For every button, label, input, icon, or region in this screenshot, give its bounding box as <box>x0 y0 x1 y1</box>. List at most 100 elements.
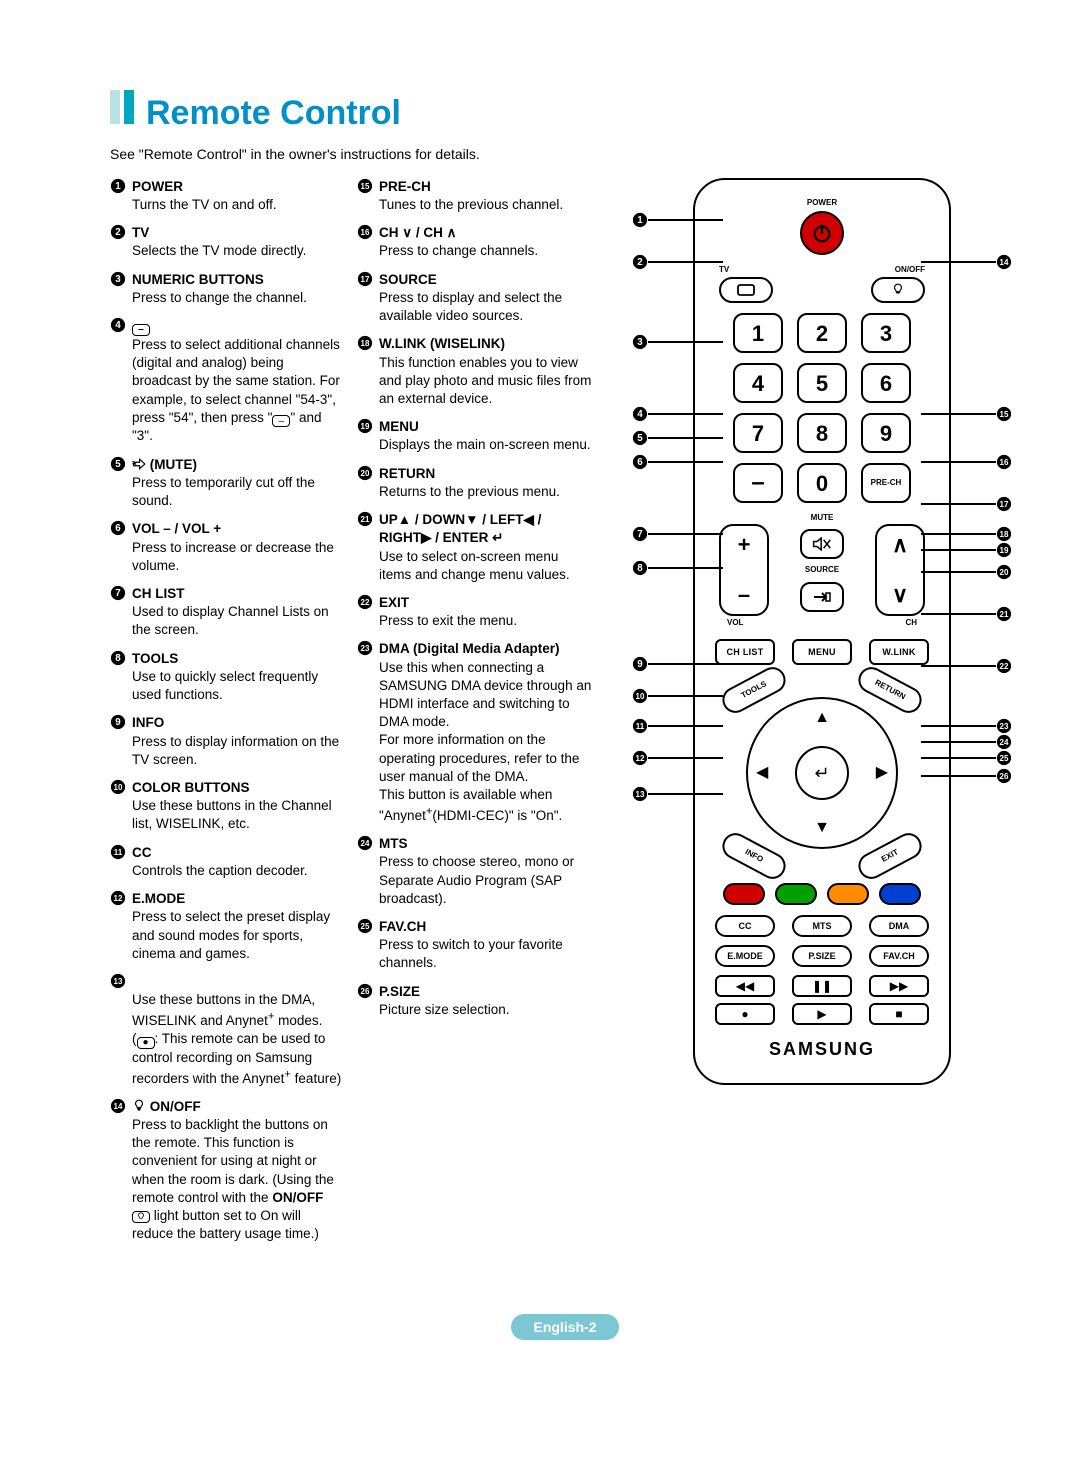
item-number-icon: 12 <box>110 890 132 908</box>
list-item: 11 CC Controls the caption decoder. <box>110 844 345 880</box>
color-button-3[interactable] <box>879 883 921 905</box>
key-8[interactable]: 8 <box>797 413 847 453</box>
item-label: RETURN <box>379 466 435 481</box>
page-subtitle: See "Remote Control" in the owner's inst… <box>110 145 1020 164</box>
exit-button[interactable]: EXIT <box>854 829 926 884</box>
callout-15: 15 <box>921 406 1012 422</box>
item-number-icon: 9 <box>110 714 132 732</box>
svg-text:19: 19 <box>361 422 370 431</box>
volume-rocker[interactable]: +– <box>719 524 769 616</box>
svg-text:26: 26 <box>361 987 370 996</box>
svg-text:5: 5 <box>637 433 643 444</box>
svg-text:22: 22 <box>361 598 370 607</box>
item-number-icon: 14 <box>110 1098 132 1116</box>
wlink-button[interactable]: W.LINK <box>869 639 929 665</box>
enter-button[interactable]: ↵ <box>795 746 849 800</box>
item-label: DMA (Digital Media Adapter) <box>379 641 560 656</box>
key-2[interactable]: 2 <box>797 313 847 353</box>
item-description: Press to temporarily cut off the sound. <box>132 475 315 508</box>
dpad-down-icon[interactable]: ▼ <box>814 817 830 839</box>
item-number-icon: 3 <box>110 271 132 289</box>
mute-button[interactable] <box>800 529 844 559</box>
item-label: TV <box>132 225 149 240</box>
onoff-button[interactable] <box>871 277 925 303</box>
channel-rocker[interactable]: ∧∨ <box>875 524 925 616</box>
cc-button[interactable]: CC <box>715 915 775 937</box>
callout-9: 9 <box>632 656 723 672</box>
item-number-icon: 15 <box>357 178 379 196</box>
key-9[interactable]: 9 <box>861 413 911 453</box>
list-item: 16 CH ∨ / CH ∧ Press to change channels. <box>357 224 592 260</box>
favch-button[interactable]: FAV.CH <box>869 945 929 967</box>
item-number-icon: 4 <box>110 317 132 335</box>
key-4[interactable]: 4 <box>733 363 783 403</box>
rewind-button[interactable]: ◀◀ <box>715 975 775 997</box>
record-button[interactable]: ● <box>715 1003 775 1025</box>
callout-17: 17 <box>921 496 1012 512</box>
power-button[interactable] <box>800 211 844 255</box>
item-description: Press to display information on the TV s… <box>132 734 339 767</box>
svg-text:23: 23 <box>1000 722 1009 731</box>
list-item: 12 E.MODE Press to select the preset dis… <box>110 890 345 963</box>
key-3[interactable]: 3 <box>861 313 911 353</box>
menu-button[interactable]: MENU <box>792 639 852 665</box>
color-button-2[interactable] <box>827 883 869 905</box>
callout-21: 21 <box>921 606 1012 622</box>
callout-7: 7 <box>632 526 723 542</box>
item-label: CC <box>132 845 152 860</box>
svg-text:21: 21 <box>1000 610 1009 619</box>
key-6[interactable]: 6 <box>861 363 911 403</box>
page-title: Remote Control <box>146 91 401 137</box>
list-item: 25 FAV.CH Press to switch to your favori… <box>357 918 592 973</box>
key-0[interactable]: 0 <box>797 463 847 503</box>
svg-text:5: 5 <box>115 459 121 470</box>
svg-text:9: 9 <box>637 659 643 670</box>
svg-text:23: 23 <box>361 644 370 653</box>
emode-button[interactable]: E.MODE <box>715 945 775 967</box>
chlist-button[interactable]: CH LIST <box>715 639 775 665</box>
pause-button[interactable]: ❚❚ <box>792 975 852 997</box>
svg-text:7: 7 <box>115 588 120 599</box>
key-1[interactable]: 1 <box>733 313 783 353</box>
item-number-icon: 1 <box>110 178 132 196</box>
color-button-0[interactable] <box>723 883 765 905</box>
dma-button[interactable]: DMA <box>869 915 929 937</box>
info-button[interactable]: INFO <box>718 829 790 884</box>
tv-button[interactable] <box>719 277 773 303</box>
dpad-right-icon[interactable]: ▶ <box>876 762 888 784</box>
color-button-1[interactable] <box>775 883 817 905</box>
mts-button[interactable]: MTS <box>792 915 852 937</box>
key-7[interactable]: 7 <box>733 413 783 453</box>
item-description: Press to increase or decrease the volume… <box>132 540 334 573</box>
svg-text:24: 24 <box>361 839 370 848</box>
item-label: (MUTE) <box>132 457 197 472</box>
callout-6: 6 <box>632 454 723 470</box>
svg-text:18: 18 <box>361 339 370 348</box>
psize-button[interactable]: P.SIZE <box>792 945 852 967</box>
dpad-left-icon[interactable]: ◀ <box>756 762 768 784</box>
prech-button[interactable]: PRE-CH <box>861 463 911 503</box>
svg-text:24: 24 <box>1000 738 1009 747</box>
list-item: 26 P.SIZE Picture size selection. <box>357 983 592 1019</box>
callout-11: 11 <box>632 718 723 734</box>
item-label: TOOLS <box>132 651 178 666</box>
item-label: NUMERIC BUTTONS <box>132 272 264 287</box>
callout-22: 22 <box>921 658 1012 674</box>
item-number-icon: 5 <box>110 456 132 474</box>
dpad-up-icon[interactable]: ▲ <box>814 707 830 729</box>
play-button[interactable]: ▶ <box>792 1003 852 1025</box>
callout-5: 5 <box>632 430 723 446</box>
forward-button[interactable]: ▶▶ <box>869 975 929 997</box>
key-5[interactable]: 5 <box>797 363 847 403</box>
item-description: Press to choose stereo, mono or Separate… <box>379 854 574 905</box>
stop-button[interactable]: ■ <box>869 1003 929 1025</box>
dpad[interactable]: ▲ ▼ ◀ ▶ ↵ <box>746 697 898 849</box>
item-number-icon: 20 <box>357 465 379 483</box>
item-label: – <box>132 318 150 333</box>
list-item: 24 MTS Press to choose stereo, mono or S… <box>357 835 592 908</box>
item-number-icon: 16 <box>357 224 379 242</box>
source-button[interactable] <box>800 582 844 612</box>
item-label: POWER <box>132 179 183 194</box>
dash-button[interactable]: – <box>733 463 783 503</box>
list-item: 4 – Press to select additional channels … <box>110 317 345 446</box>
